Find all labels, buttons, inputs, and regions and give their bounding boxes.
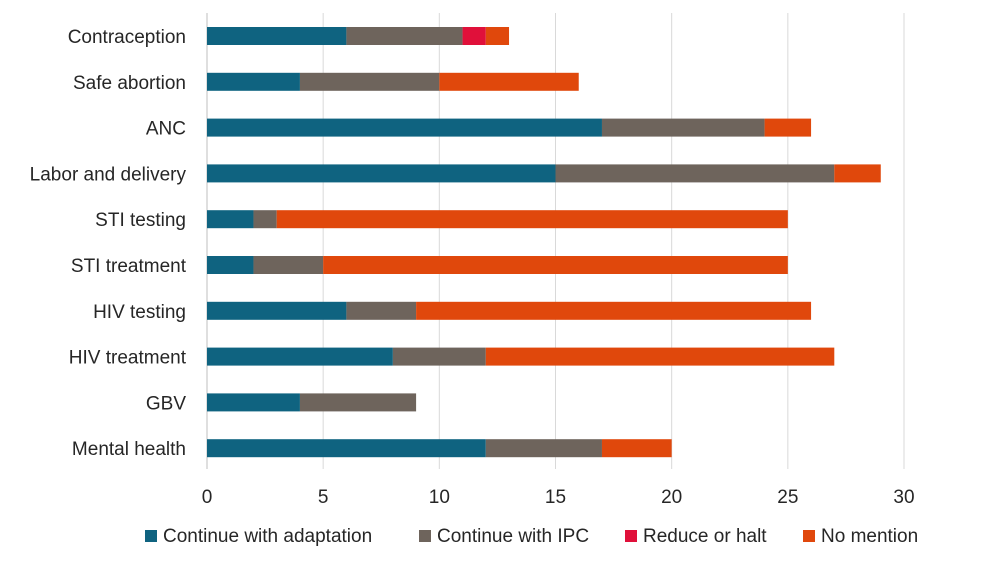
legend-label: No mention	[821, 526, 918, 547]
legend: Continue with adaptation Continue with IP…	[145, 526, 918, 547]
bar-segment-continue-with-ipc	[299, 72, 440, 91]
category-label: GBV	[146, 393, 186, 414]
bar-segment-continue-with-ipc	[555, 164, 835, 183]
bar-segment-continue-with-adaptation	[207, 27, 347, 45]
category-label: Mental health	[72, 439, 186, 460]
category-label: HIV treatment	[69, 348, 187, 369]
bar-segment-continue-with-adaptation	[207, 439, 486, 458]
legend-swatch	[145, 530, 157, 542]
x-tick-label: 25	[777, 487, 798, 508]
bar-segment-no-mention	[601, 439, 672, 458]
bar-segment-continue-with-adaptation	[207, 210, 254, 229]
legend-label: Continue with IPC	[437, 526, 589, 547]
bars	[207, 27, 881, 458]
bar-segment-continue-with-adaptation	[207, 347, 393, 366]
category-labels: Contraception Safe abortion ANC Labor and d…	[30, 27, 187, 460]
bar-segment-no-mention	[485, 347, 835, 366]
x-tick-label: 20	[661, 487, 682, 508]
bar-segment-no-mention	[764, 118, 812, 137]
bar-segment-continue-with-ipc	[392, 347, 486, 366]
legend-swatch	[625, 530, 637, 542]
x-tick-label: 30	[893, 487, 914, 508]
legend-swatch	[803, 530, 815, 542]
bar-segment-reduce-or-halt	[462, 27, 486, 45]
bar-segment-continue-with-ipc	[346, 27, 463, 45]
bar-segment-continue-with-adaptation	[207, 118, 602, 137]
x-tick-label: 5	[318, 487, 329, 508]
bar-segment-no-mention	[323, 256, 788, 274]
bar-segment-no-mention	[439, 72, 579, 91]
bar-segment-continue-with-ipc	[299, 393, 417, 412]
bar-segment-continue-with-ipc	[601, 118, 765, 137]
category-label: Contraception	[68, 27, 186, 48]
bar-segment-continue-with-adaptation	[207, 72, 300, 91]
bar-segment-continue-with-ipc	[485, 439, 602, 458]
category-label: STI testing	[95, 210, 186, 231]
category-label: Labor and delivery	[30, 164, 187, 185]
bar-segment-continue-with-adaptation	[207, 164, 556, 183]
category-label: HIV testing	[93, 302, 186, 323]
bar-segment-continue-with-ipc	[346, 301, 417, 320]
legend-label: Reduce or halt	[643, 526, 767, 547]
bar-segment-no-mention	[276, 210, 788, 229]
bar-segment-no-mention	[416, 301, 812, 320]
bar-segment-continue-with-adaptation	[207, 393, 300, 412]
x-tick-label: 10	[429, 487, 450, 508]
category-label: Safe abortion	[73, 73, 186, 94]
legend-label: Continue with adaptation	[163, 526, 372, 547]
bar-segment-continue-with-adaptation	[207, 256, 254, 274]
bar-segment-continue-with-adaptation	[207, 301, 347, 320]
legend-swatch	[419, 530, 431, 542]
category-label: STI treatment	[71, 256, 187, 277]
bar-segment-no-mention	[834, 164, 881, 183]
bar-segment-continue-with-ipc	[253, 256, 324, 274]
x-axis-ticks: 0 5 10 15 20 25 30	[202, 487, 915, 508]
bar-segment-continue-with-ipc	[253, 210, 277, 229]
x-tick-label: 0	[202, 487, 213, 508]
category-label: ANC	[146, 119, 186, 140]
x-tick-label: 15	[545, 487, 566, 508]
bar-segment-no-mention	[485, 27, 510, 45]
